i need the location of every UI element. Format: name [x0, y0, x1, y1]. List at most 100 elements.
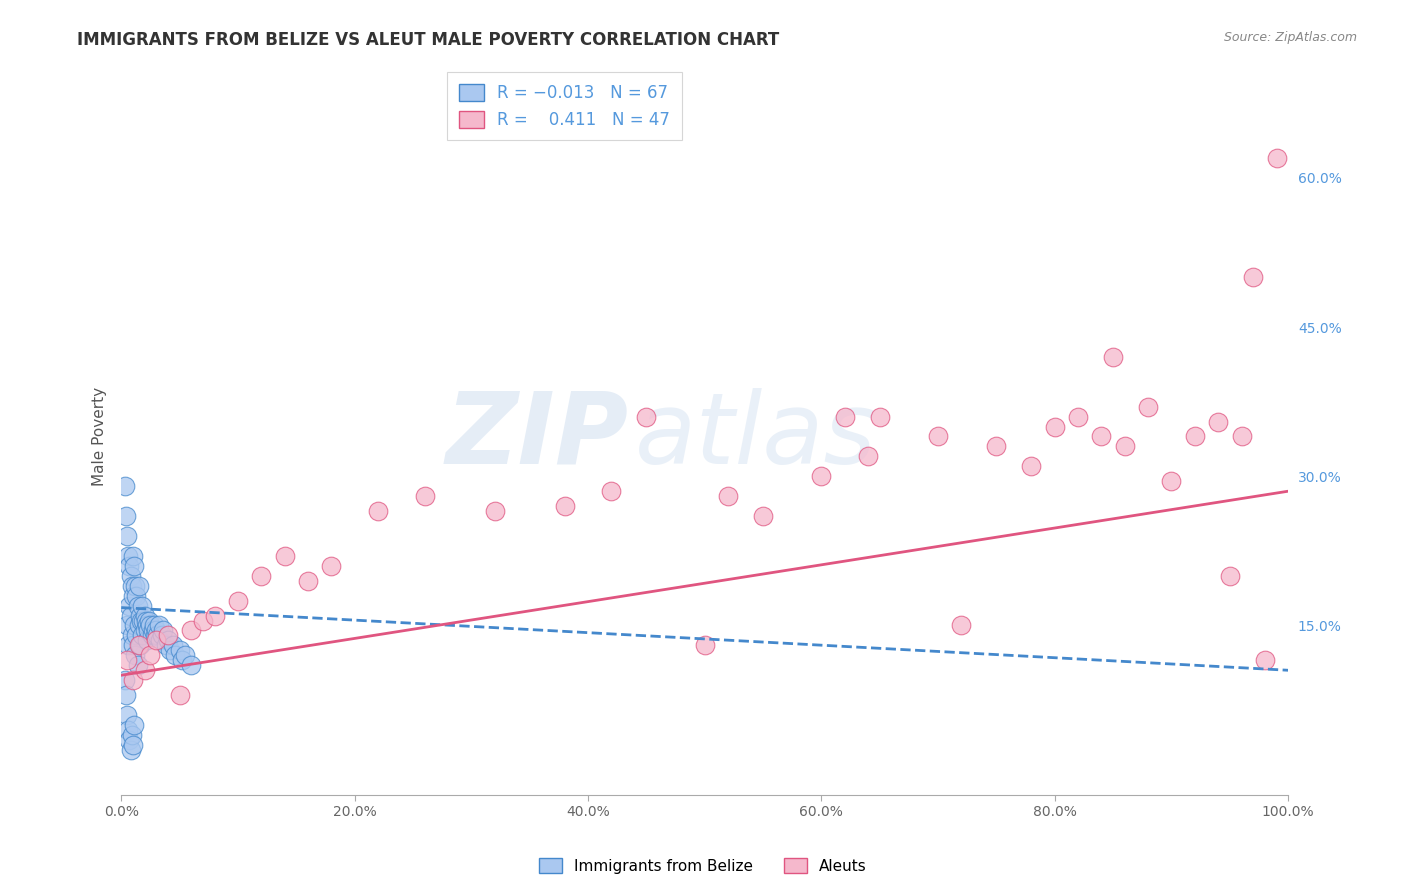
Point [1137, 400, 1160, 414]
Point [131, 599, 153, 613]
Point [128, 608, 150, 623]
Point [169, 688, 191, 702]
Point [152, 624, 174, 638]
Point [115, 688, 138, 702]
Point [134, 624, 156, 638]
Point [125, 628, 148, 642]
Point [128, 639, 150, 653]
Point [1021, 459, 1043, 474]
Text: Source: ZipAtlas.com: Source: ZipAtlas.com [1223, 31, 1357, 45]
Point [114, 479, 136, 493]
Point [145, 624, 167, 638]
Point [204, 608, 226, 623]
Point [717, 489, 740, 503]
Point [1265, 151, 1288, 165]
Point [1254, 653, 1277, 667]
Point [122, 639, 145, 653]
Point [1230, 429, 1253, 443]
Text: IMMIGRANTS FROM BELIZE VS ALEUT MALE POVERTY CORRELATION CHART: IMMIGRANTS FROM BELIZE VS ALEUT MALE POV… [77, 31, 779, 49]
Point [927, 429, 949, 443]
Point [1241, 270, 1264, 285]
Point [145, 633, 167, 648]
Point [122, 618, 145, 632]
Point [122, 718, 145, 732]
Point [120, 608, 142, 623]
Point [120, 568, 142, 582]
Point [143, 628, 166, 642]
Point [141, 628, 163, 642]
Point [114, 673, 136, 688]
Point [156, 628, 179, 642]
Point [413, 489, 436, 503]
Point [142, 618, 165, 632]
Point [128, 579, 150, 593]
Point [131, 628, 153, 642]
Point [134, 608, 156, 623]
Point [115, 708, 138, 723]
Point [135, 614, 157, 628]
Point [834, 409, 856, 424]
Point [149, 633, 172, 648]
Point [115, 509, 138, 524]
Point [869, 409, 891, 424]
Point [226, 593, 249, 607]
Point [986, 439, 1008, 453]
Point [810, 469, 832, 483]
Point [163, 648, 186, 663]
Point [950, 618, 973, 632]
Point [122, 673, 145, 688]
Point [127, 658, 149, 673]
Point [122, 589, 145, 603]
Point [118, 558, 141, 573]
Point [122, 738, 145, 752]
Point [170, 653, 193, 667]
Point [162, 639, 184, 653]
Point [118, 732, 141, 747]
Point [142, 624, 165, 638]
Point [139, 648, 162, 663]
Point [118, 599, 141, 613]
Point [297, 574, 319, 588]
Point [129, 614, 152, 628]
Y-axis label: Male Poverty: Male Poverty [93, 387, 107, 486]
Legend: R = −0.013   N = 67, R =    0.411   N = 47: R = −0.013 N = 67, R = 0.411 N = 47 [447, 72, 682, 140]
Point [122, 549, 145, 563]
Point [117, 549, 139, 563]
Point [1184, 429, 1206, 443]
Point [600, 484, 623, 499]
Point [1219, 568, 1241, 582]
Point [124, 648, 146, 663]
Point [139, 618, 162, 632]
Point [1114, 439, 1136, 453]
Point [136, 624, 159, 638]
Text: ZIP: ZIP [446, 388, 628, 485]
Point [121, 579, 143, 593]
Point [121, 628, 143, 642]
Point [554, 499, 576, 513]
Text: atlas: atlas [634, 388, 876, 485]
Point [752, 509, 775, 524]
Legend: Immigrants from Belize, Aleuts: Immigrants from Belize, Aleuts [533, 852, 873, 880]
Point [115, 529, 138, 543]
Point [120, 743, 142, 757]
Point [856, 450, 879, 464]
Point [191, 614, 214, 628]
Point [169, 643, 191, 657]
Point [367, 504, 389, 518]
Point [138, 614, 160, 628]
Point [122, 558, 145, 573]
Point [121, 728, 143, 742]
Point [155, 639, 177, 653]
Point [1090, 429, 1112, 443]
Point [135, 618, 157, 632]
Point [125, 589, 148, 603]
Point [156, 633, 179, 648]
Point [159, 643, 181, 657]
Point [1067, 409, 1090, 424]
Point [117, 723, 139, 737]
Point [174, 648, 197, 663]
Point [1043, 419, 1066, 434]
Point [117, 639, 139, 653]
Point [134, 663, 156, 677]
Point [273, 549, 295, 563]
